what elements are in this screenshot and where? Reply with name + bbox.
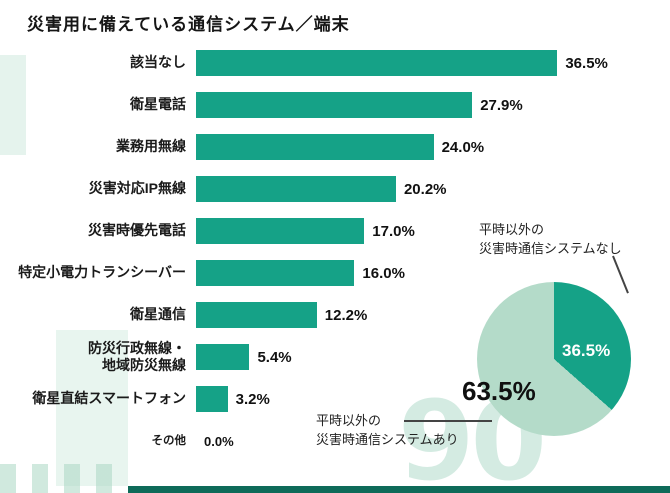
bar-row: 衛星通信 12.2%: [0, 294, 670, 336]
bar-track: 3.2%: [196, 386, 270, 412]
bar-track: 16.0%: [196, 260, 405, 286]
leader-line-has-system: [404, 420, 492, 422]
bar-value: 27.9%: [480, 96, 523, 114]
bar-value: 12.2%: [324, 306, 368, 324]
bar-value: 16.0%: [362, 264, 405, 282]
bar-label: 災害対応IP無線: [88, 180, 186, 197]
bar-track: 20.2%: [196, 176, 447, 202]
bar-track: 27.9%: [196, 92, 523, 118]
bar-chart: 該当なし 36.5% 衛星電話 27.9% 業務用無線 24.0% 災害対応IP…: [0, 42, 670, 462]
bar: [196, 260, 355, 286]
bar: [196, 92, 473, 118]
bottom-accent-strip: [128, 486, 670, 493]
pie-slice-value-has-system: 63.5%: [462, 376, 536, 406]
bar-row: 衛星直結スマートフォン 3.2%: [0, 378, 670, 420]
bar: [196, 344, 250, 370]
bar-label: 衛星通信: [130, 306, 186, 323]
bar-value: 0.0%: [204, 433, 234, 449]
bar-track: 0.0%: [196, 428, 234, 454]
bar-value: 36.5%: [565, 54, 608, 72]
bar-value: 5.4%: [257, 348, 292, 366]
bar-row: 業務用無線 24.0%: [0, 126, 670, 168]
bar: [196, 386, 228, 412]
background-band: [0, 55, 26, 155]
bar: [196, 176, 396, 202]
bar-label: その他: [151, 434, 187, 447]
bar-row: その他 0.0%: [0, 420, 670, 462]
bar-row: 特定小電力トランシーバー 16.0%: [0, 252, 670, 294]
bar-label: 防災行政無線・ 地域防災無線: [88, 339, 186, 374]
pie-annotation-has-system: 平時以外の 災害時通信システムあり: [316, 413, 459, 447]
bar-value: 3.2%: [235, 390, 270, 408]
bar: [196, 50, 558, 76]
bar-label: 衛星電話: [130, 96, 186, 113]
bar-row: 防災行政無線・ 地域防災無線 5.4%: [0, 336, 670, 378]
background-band: [56, 330, 128, 486]
bar-value: 20.2%: [403, 180, 447, 198]
background-checker-pattern: [0, 464, 128, 493]
page-title: 災害用に備えている通信システム／端末: [27, 15, 350, 34]
bar: [196, 302, 317, 328]
bar-label: 衛星直結スマートフォン: [32, 390, 186, 407]
bar-row: 衛星電話 27.9%: [0, 84, 670, 126]
pie-annotation-no-system: 平時以外の 災害時通信システムなし: [479, 222, 622, 256]
pie-slice-value-no-system: 36.5%: [562, 341, 611, 360]
bar-track: 24.0%: [196, 134, 484, 160]
pie-chart: [477, 282, 631, 436]
bar-track: 5.4%: [196, 344, 292, 370]
bar-value: 17.0%: [372, 222, 415, 240]
bar-label: 特定小電力トランシーバー: [18, 264, 186, 281]
bar: [196, 218, 365, 244]
bar-row: 災害時優先電話 17.0%: [0, 210, 670, 252]
bar-value: 24.0%: [441, 138, 485, 156]
bar-track: 36.5%: [196, 50, 608, 76]
bar-label: 該当なし: [130, 54, 186, 71]
bar-label: 災害時優先電話: [88, 222, 186, 239]
bar-track: 12.2%: [196, 302, 367, 328]
bar-label: 業務用無線: [116, 138, 186, 155]
bar-track: 17.0%: [196, 218, 415, 244]
bar-row: 災害対応IP無線 20.2%: [0, 168, 670, 210]
bar-row: 該当なし 36.5%: [0, 42, 670, 84]
bar: [196, 134, 434, 160]
